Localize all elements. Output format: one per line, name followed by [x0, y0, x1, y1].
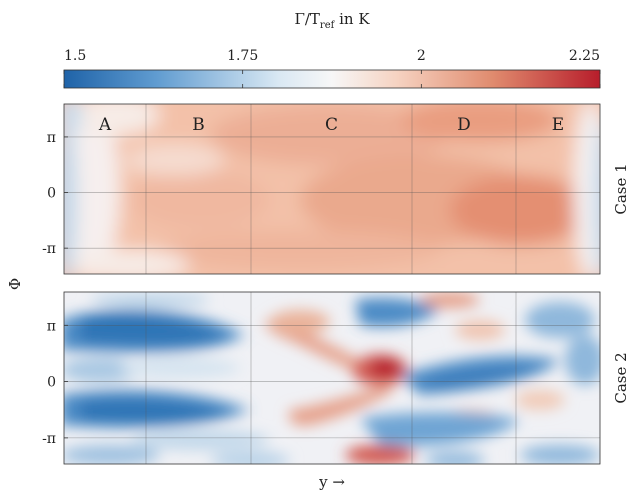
grid-case-2: [64, 292, 600, 464]
yticks-case-1: π 0 -π: [42, 130, 68, 257]
region-label: A: [98, 115, 112, 135]
region-label: E: [552, 115, 564, 135]
colorbar-tick-label: 2.25: [569, 48, 600, 64]
ytick-label: 0: [47, 186, 56, 202]
colorbar-tick-label: 2: [417, 48, 426, 64]
case-2-label: Case 2: [612, 352, 630, 403]
region-label: B: [192, 115, 205, 135]
colorbar-tick-label: 1.5: [64, 48, 86, 64]
phi-axis-label: Φ: [6, 278, 24, 290]
grid-case-1: [64, 104, 600, 274]
heatmap-case-2: π 0 -π Case 2: [42, 291, 630, 465]
region-label: C: [325, 115, 338, 135]
region-labels: A B C D E: [98, 115, 564, 135]
ytick-label: -π: [42, 241, 56, 257]
colorbar: Γ/Tref in K 1.5 1.75 2 2.25: [63, 10, 601, 89]
colorbar-gradient: [63, 69, 601, 89]
region-label: D: [457, 115, 471, 135]
x-axis-label: y →: [318, 473, 345, 491]
ytick-label: -π: [42, 431, 56, 447]
colorbar-ticks: [63, 70, 601, 88]
case-1-label: Case 1: [612, 163, 630, 214]
yticks-case-2: π 0 -π: [42, 318, 68, 447]
ytick-label: π: [47, 130, 56, 146]
colorbar-tick-label: 1.75: [227, 48, 258, 64]
colorbar-tick-labels: 1.5 1.75 2 2.25: [64, 48, 600, 64]
heatmap-case-1: A B C D E π 0 -π Case 1: [42, 103, 630, 275]
ytick-label: π: [47, 318, 56, 334]
colorbar-title: Γ/Tref in K: [294, 10, 370, 31]
ytick-label: 0: [47, 375, 56, 391]
